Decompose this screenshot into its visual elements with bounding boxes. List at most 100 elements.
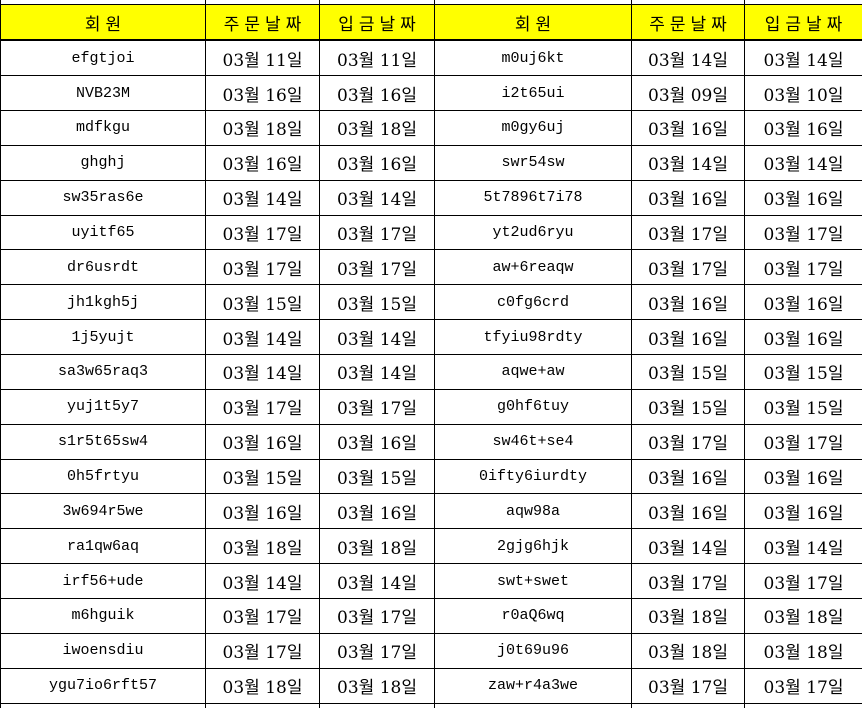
order-date-cell[interactable]: 03월 17일: [631, 214, 745, 251]
deposit-date-cell[interactable]: 03월 17일: [319, 598, 435, 634]
header-cell-order-date[interactable]: 주문날짜: [205, 4, 320, 42]
order-date-cell[interactable]: 03월 09일: [631, 75, 745, 111]
member-cell[interactable]: i2t65ui: [434, 75, 632, 111]
member-cell[interactable]: sw46t+se4: [434, 423, 632, 460]
deposit-date-cell[interactable]: 03월 16일: [319, 144, 435, 181]
deposit-date-cell[interactable]: 03월 17일: [319, 249, 435, 286]
deposit-date-cell[interactable]: 03월 14일: [744, 528, 862, 565]
order-date-cell[interactable]: 03월 18일: [631, 632, 745, 669]
order-date-cell[interactable]: 03월 16일: [631, 493, 745, 530]
header-cell-deposit-date[interactable]: 입금날짜: [319, 4, 435, 42]
order-date-cell[interactable]: 03월 15일: [205, 284, 320, 321]
member-cell[interactable]: swt+swet: [434, 563, 632, 600]
order-date-cell[interactable]: 03월 17일: [205, 214, 320, 251]
member-cell[interactable]: g0hf6tuy: [434, 388, 632, 425]
member-cell[interactable]: yuj1t5y7: [0, 388, 206, 425]
header-cell-member[interactable]: 회원: [434, 4, 632, 42]
order-date-cell[interactable]: 03월 16일: [205, 75, 320, 111]
member-cell[interactable]: aqwe+aw: [434, 354, 632, 390]
deposit-date-cell[interactable]: 03월 18일: [319, 110, 435, 146]
order-date-cell[interactable]: 03월 18일: [205, 528, 320, 565]
order-date-cell[interactable]: 03월 16일: [631, 319, 745, 356]
order-date-cell[interactable]: 03월 17일: [205, 598, 320, 634]
member-cell[interactable]: m0uj6kt: [434, 39, 632, 77]
order-date-cell[interactable]: 03월 16일: [205, 144, 320, 181]
deposit-date-cell[interactable]: 03월 14일: [319, 354, 435, 390]
deposit-date-cell[interactable]: 03월 17일: [744, 249, 862, 286]
deposit-date-cell[interactable]: 03월 17일: [319, 214, 435, 251]
member-cell[interactable]: m6hguik: [0, 598, 206, 634]
deposit-date-cell[interactable]: 03월 18일: [744, 632, 862, 669]
order-date-cell[interactable]: 03월 11일: [205, 39, 320, 77]
member-cell[interactable]: sw35ras6e: [0, 179, 206, 216]
deposit-date-cell[interactable]: 03월 17일: [319, 388, 435, 425]
order-date-cell[interactable]: 03월 18일: [205, 667, 320, 704]
deposit-date-cell[interactable]: 03월 16일: [744, 179, 862, 216]
deposit-date-cell[interactable]: 03월 14일: [319, 179, 435, 216]
order-date-cell[interactable]: 03월 14일: [205, 319, 320, 356]
order-date-cell[interactable]: 03월 17일: [631, 249, 745, 286]
order-date-cell[interactable]: 03월 15일: [631, 354, 745, 390]
order-date-cell[interactable]: 03월 14일: [205, 179, 320, 216]
member-cell[interactable]: aw+6reaqw: [434, 249, 632, 286]
order-date-cell[interactable]: 03월 16일: [631, 458, 745, 495]
member-cell[interactable]: 1j5yujt: [0, 319, 206, 356]
member-cell[interactable]: sa3w65raq3: [0, 354, 206, 390]
member-cell[interactable]: iwoensdiu: [0, 632, 206, 669]
order-date-cell[interactable]: 03월 18일: [205, 110, 320, 146]
member-cell[interactable]: j0t69u96: [434, 632, 632, 669]
deposit-date-cell[interactable]: 03월 16일: [744, 110, 862, 146]
member-cell[interactable]: 3w694r5we: [0, 493, 206, 530]
deposit-date-cell[interactable]: 03월 15일: [319, 284, 435, 321]
member-cell[interactable]: jh1kgh5j: [0, 284, 206, 321]
member-cell[interactable]: irf56+ude: [0, 563, 206, 600]
deposit-date-cell[interactable]: 03월 16일: [319, 493, 435, 530]
deposit-date-cell[interactable]: 03월 10일: [744, 75, 862, 111]
deposit-date-cell[interactable]: 03월 11일: [319, 39, 435, 77]
member-cell[interactable]: tfyiu98rdty: [434, 319, 632, 356]
order-date-cell[interactable]: 03월 17일: [631, 423, 745, 460]
order-date-cell[interactable]: 03월 17일: [205, 249, 320, 286]
order-date-cell[interactable]: 03월 16일: [631, 284, 745, 321]
deposit-date-cell[interactable]: 03월 15일: [744, 388, 862, 425]
order-date-cell[interactable]: 03월 14일: [631, 528, 745, 565]
deposit-date-cell[interactable]: 03월 17일: [319, 632, 435, 669]
order-date-cell[interactable]: 03월 17일: [631, 667, 745, 704]
member-cell[interactable]: 5t7896t7i78: [434, 179, 632, 216]
order-date-cell[interactable]: 03월 16일: [631, 179, 745, 216]
member-cell[interactable]: uyitf65: [0, 214, 206, 251]
member-cell[interactable]: aqw98a: [434, 493, 632, 530]
order-date-cell[interactable]: 03월 16일: [205, 493, 320, 530]
order-date-cell[interactable]: 03월 14일: [631, 39, 745, 77]
member-cell[interactable]: ygu7io6rft57: [0, 667, 206, 704]
member-cell[interactable]: ra1qw6aq: [0, 528, 206, 565]
order-date-cell[interactable]: 03월 17일: [205, 632, 320, 669]
deposit-date-cell[interactable]: 03월 14일: [319, 319, 435, 356]
deposit-date-cell[interactable]: 03월 16일: [744, 458, 862, 495]
deposit-date-cell[interactable]: 03월 18일: [744, 598, 862, 634]
order-date-cell[interactable]: 03월 14일: [205, 563, 320, 600]
member-cell[interactable]: yt2ud6ryu: [434, 214, 632, 251]
member-cell[interactable]: NVB23M: [0, 75, 206, 111]
member-cell[interactable]: m0gy6uj: [434, 110, 632, 146]
deposit-date-cell[interactable]: 03월 15일: [319, 458, 435, 495]
header-cell-deposit-date[interactable]: 입금날짜: [744, 4, 862, 42]
order-date-cell[interactable]: 03월 14일: [205, 354, 320, 390]
member-cell[interactable]: r0aQ6wq: [434, 598, 632, 634]
member-cell[interactable]: dr6usrdt: [0, 249, 206, 286]
deposit-date-cell[interactable]: 03월 14일: [744, 39, 862, 77]
member-cell[interactable]: efgtjoi: [0, 39, 206, 77]
deposit-date-cell[interactable]: 03월 17일: [744, 423, 862, 460]
deposit-date-cell[interactable]: 03월 15일: [744, 354, 862, 390]
deposit-date-cell[interactable]: 03월 16일: [744, 284, 862, 321]
order-date-cell[interactable]: 03월 14일: [631, 144, 745, 181]
order-date-cell[interactable]: 03월 17일: [205, 388, 320, 425]
deposit-date-cell[interactable]: 03월 16일: [319, 423, 435, 460]
member-cell[interactable]: ghghj: [0, 144, 206, 181]
member-cell[interactable]: s1r5t65sw4: [0, 423, 206, 460]
deposit-date-cell[interactable]: 03월 18일: [319, 528, 435, 565]
deposit-date-cell[interactable]: 03월 16일: [744, 493, 862, 530]
deposit-date-cell[interactable]: 03월 16일: [319, 75, 435, 111]
deposit-date-cell[interactable]: 03월 18일: [319, 667, 435, 704]
deposit-date-cell[interactable]: 03월 17일: [744, 563, 862, 600]
